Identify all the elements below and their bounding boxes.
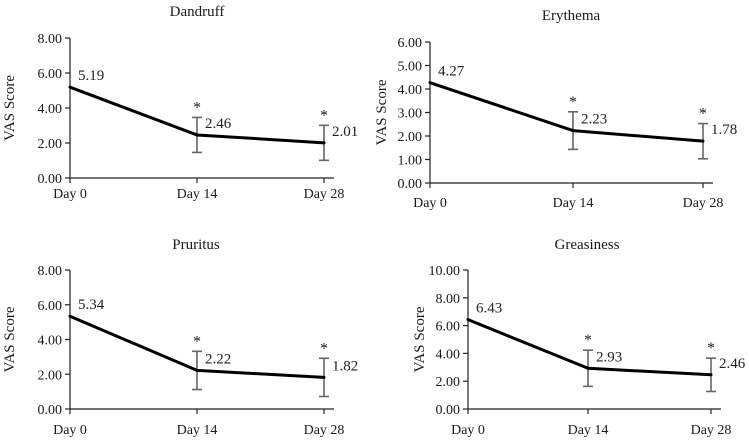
y-tick-label: 4.00	[398, 83, 423, 98]
y-tick-label: 4.00	[436, 347, 461, 362]
x-tick-label: Day 14	[553, 196, 594, 211]
data-label: 5.19	[78, 68, 104, 84]
x-tick-label: Day 0	[53, 187, 87, 202]
data-label: 1.82	[332, 358, 358, 374]
y-tick-label: 8.00	[436, 292, 461, 307]
y-tick-label: 6.00	[436, 320, 461, 335]
y-axis-label: VAS Score	[374, 79, 390, 145]
x-tick-label: Day 28	[304, 423, 345, 438]
y-axis-label: VAS Score	[412, 306, 428, 372]
x-tick-label: Day 0	[451, 423, 485, 438]
data-point	[68, 85, 72, 89]
y-axis-label: VAS Score	[2, 306, 18, 372]
data-point	[701, 139, 705, 143]
chart-title: Pruritus	[172, 237, 220, 253]
y-tick-label: 2.00	[436, 375, 461, 390]
chart-panel-erythema: Erythema VAS Score 0.00 1.00 2.00 3.00 4.00 5.0…	[374, 8, 737, 211]
chart-panel-dandruff: Dandruff VAS Score 0.00 2.00 4.00 6.00 8.00 Day…	[2, 4, 358, 202]
y-axis-label: VAS Score	[2, 75, 18, 141]
y-tick-label: 4.00	[38, 334, 63, 349]
x-tick-label: Day 14	[177, 423, 218, 438]
chart-title: Erythema	[542, 8, 601, 24]
y-tick-label: 10.00	[429, 264, 461, 279]
data-point	[466, 318, 470, 322]
data-point	[195, 133, 199, 137]
x-tick-label: Day 28	[691, 423, 732, 438]
significance-star: *	[320, 107, 328, 124]
data-label: 1.78	[711, 122, 737, 138]
significance-star: *	[193, 99, 201, 116]
y-tick-label: 6.00	[38, 299, 63, 314]
y-tick-label: 1.00	[398, 154, 423, 169]
significance-star: *	[707, 340, 715, 357]
significance-star: *	[699, 106, 707, 123]
data-label: 5.34	[78, 297, 105, 313]
y-tick-label: 8.00	[38, 264, 63, 279]
data-label: 6.43	[476, 301, 502, 317]
x-tick-label: Day 28	[304, 187, 345, 202]
y-tick-label: 3.00	[398, 107, 423, 122]
data-label: 2.22	[205, 351, 231, 367]
series-line	[429, 81, 704, 143]
data-point	[709, 373, 713, 377]
x-tick-label: Day 14	[177, 187, 218, 202]
y-tick-label: 6.00	[398, 36, 423, 51]
y-tick-label: 0.00	[38, 403, 63, 418]
data-point	[68, 314, 72, 318]
x-tick-label: Day 0	[413, 196, 447, 211]
data-label: 4.27	[438, 64, 465, 80]
y-tick-label: 2.00	[398, 130, 423, 145]
data-point	[428, 81, 432, 85]
x-tick-label: Day 14	[568, 423, 609, 438]
x-tick-label: Day 0	[53, 423, 87, 438]
data-point	[322, 375, 326, 379]
data-label: 2.46	[205, 116, 232, 132]
data-point	[195, 368, 199, 372]
data-point	[322, 141, 326, 145]
x-tick-label: Day 28	[683, 196, 724, 211]
y-tick-label: 5.00	[398, 60, 423, 75]
chart-title: Dandruff	[170, 4, 225, 20]
significance-star: *	[193, 333, 201, 350]
data-label: 2.93	[596, 349, 622, 365]
chart-panel-greasiness: Greasiness VAS Score 0.00 2.00 4.00 6.00 8.00 1…	[412, 237, 746, 438]
y-tick-label: 6.00	[38, 67, 63, 82]
significance-star: *	[569, 94, 577, 111]
significance-star: *	[320, 340, 328, 357]
chart-title: Greasiness	[555, 237, 620, 253]
significance-star: *	[584, 332, 592, 349]
data-label: 2.01	[332, 124, 358, 140]
y-tick-label: 0.00	[38, 172, 63, 187]
y-tick-label: 4.00	[38, 102, 63, 117]
data-label: 2.46	[719, 356, 746, 372]
data-point	[571, 129, 575, 133]
data-point	[586, 366, 590, 370]
y-tick-label: 2.00	[38, 137, 63, 152]
y-tick-label: 8.00	[38, 32, 63, 47]
y-tick-label: 0.00	[398, 177, 423, 192]
y-tick-label: 0.00	[436, 403, 461, 418]
data-label: 2.23	[581, 112, 607, 128]
chart-panel-pruritus: Pruritus VAS Score 0.00 2.00 4.00 6.00 8.00 Day…	[2, 237, 358, 438]
y-tick-label: 2.00	[38, 368, 63, 383]
